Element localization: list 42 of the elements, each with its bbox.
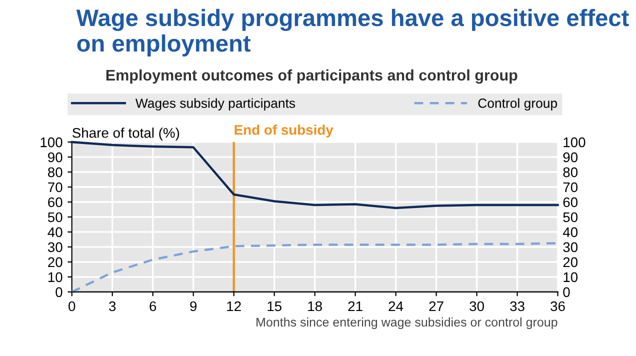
x-tick-label: 18 (308, 301, 322, 312)
y-tick-label: 10 (48, 272, 62, 282)
ref-line-label: End of subsidy (234, 124, 334, 138)
y-tick-label: 90 (48, 152, 62, 162)
x-tick-label: 15 (268, 301, 282, 312)
x-tick-label: 0 (68, 301, 76, 312)
y2-tick-label: 0 (563, 287, 570, 298)
x-tick-label: 30 (470, 301, 484, 312)
x-tick-label: 21 (348, 301, 362, 312)
x-axis-title: Months since entering wage subsidies or control group (256, 317, 558, 330)
y2-tick-label: 100 (564, 137, 586, 148)
y2-tick-label: 60 (563, 197, 578, 208)
y-tick-label: 100 (40, 137, 62, 148)
y-tick-label: 0 (56, 287, 62, 298)
y-tick-label: 50 (48, 212, 62, 222)
x-tick-label: 33 (510, 301, 524, 312)
y-axis-title: Share of total (%) (72, 128, 180, 141)
y-tick-label: 60 (48, 197, 62, 208)
y-tick-label: 70 (48, 182, 62, 192)
x-tick-label: 3 (109, 301, 116, 312)
y2-tick-label: 30 (563, 242, 578, 252)
legend-label: Wages subsidy participants (135, 98, 296, 111)
y-tick-label: 30 (48, 242, 62, 252)
y2-tick-label: 40 (562, 227, 578, 238)
y2-tick-label: 90 (563, 152, 578, 162)
x-tick-label: 27 (429, 301, 444, 312)
x-tick-label: 6 (150, 301, 156, 312)
y2-tick-label: 20 (563, 257, 578, 268)
x-tick-label: 36 (550, 301, 565, 312)
legend-label: Control group (478, 98, 558, 111)
chart-subtitle: Employment outcomes of participants and control group (106, 69, 518, 84)
y-tick-label: 40 (48, 227, 62, 238)
y2-tick-label: 70 (563, 182, 578, 192)
x-tick-label: 24 (388, 301, 404, 312)
chart-title: Wage subsidy programmes have a positive effect on employment (76, 8, 629, 56)
y-tick-label: 80 (48, 167, 62, 178)
y2-tick-label: 80 (563, 167, 578, 178)
y-tick-label: 20 (48, 257, 62, 268)
x-tick-label: 12 (227, 301, 241, 312)
x-tick-label: 9 (190, 301, 197, 312)
y2-tick-label: 50 (563, 212, 578, 222)
y2-tick-label: 10 (564, 272, 578, 282)
